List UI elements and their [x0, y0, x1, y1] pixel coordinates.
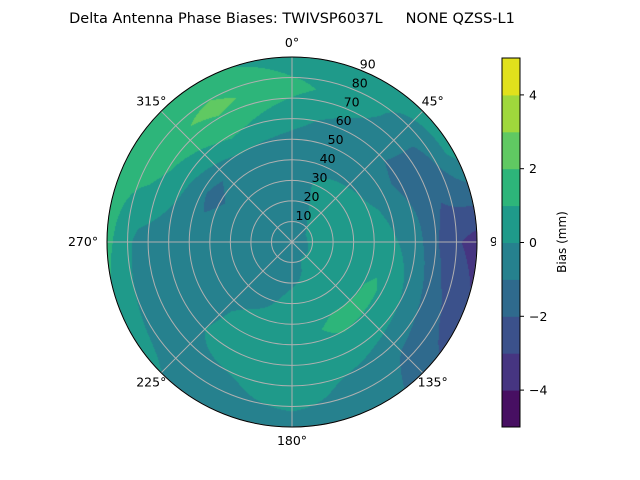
colorbar-band [502, 131, 520, 170]
colorbar-tick-label: −4 [529, 383, 547, 398]
colorbar-tick-label: 0 [529, 235, 537, 250]
colorbar-band [502, 279, 520, 317]
theta-grid-line [160, 241, 293, 374]
theta-tick-labels: 0°45°90°135°180°225°270°315° [68, 35, 512, 448]
r-tick-label: 90 [360, 56, 376, 71]
r-tick-label: 30 [312, 170, 328, 185]
r-tick-label: 80 [352, 75, 368, 90]
colorbar-band [502, 58, 520, 96]
r-tick-label: 70 [344, 94, 360, 109]
polar-grid [106, 56, 478, 428]
colorbar-band [502, 390, 520, 428]
colorbar-band [502, 205, 520, 243]
theta-tick-label: 270° [68, 234, 98, 249]
r-tick-label: 20 [304, 189, 320, 204]
theta-tick-label: 0° [285, 35, 299, 50]
colorbar-band [502, 353, 520, 391]
colorbar-band [502, 94, 520, 133]
theta-grid-line [291, 241, 424, 374]
colorbar-tick-label: 2 [529, 161, 537, 176]
r-tick-label: 60 [336, 113, 352, 128]
colorbar-tick-label: 4 [529, 87, 537, 102]
r-tick-label: 10 [296, 208, 312, 223]
colorbar: 4 2 0 −2 −4 [496, 56, 554, 429]
theta-tick-label: 180° [277, 433, 307, 448]
colorbar-tick-label: −2 [529, 309, 547, 324]
theta-grid-line [160, 110, 293, 243]
theta-tick-label: 225° [136, 375, 166, 390]
theta-grid-line [291, 110, 424, 243]
colorbar-label: Bias (mm) [555, 211, 569, 273]
theta-tick-label: 135° [418, 375, 448, 390]
colorbar-band [502, 168, 520, 207]
r-tick-label: 40 [320, 151, 336, 166]
r-tick-label: 50 [328, 132, 344, 147]
chart-title: Delta Antenna Phase Biases: TWIVSP6037L … [69, 11, 515, 27]
polar-frame [106, 56, 478, 428]
colorbar-band [502, 242, 520, 280]
colorbar-band [502, 316, 520, 354]
theta-tick-label: 45° [422, 93, 444, 108]
theta-tick-label: 315° [136, 93, 166, 108]
r-tick-labels: 10 20 30 40 50 60 70 80 90 [296, 56, 376, 222]
